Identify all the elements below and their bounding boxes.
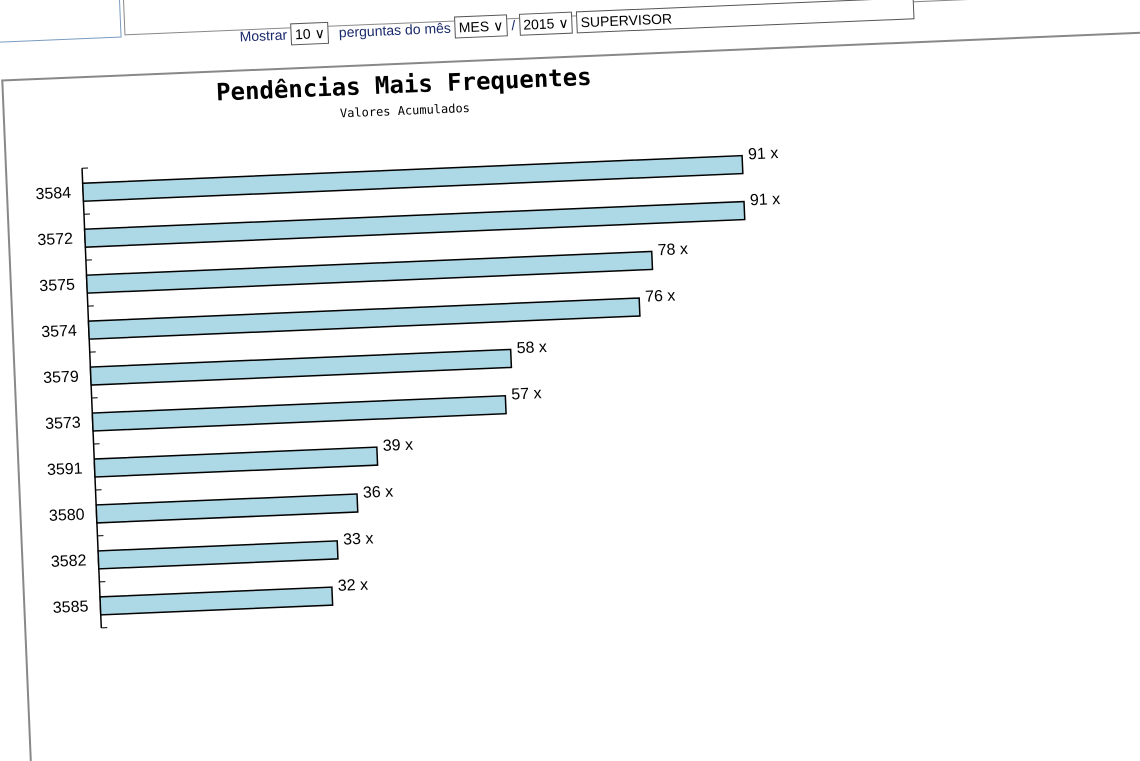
category-label: 3579	[43, 369, 79, 387]
bar	[94, 447, 377, 477]
year-select[interactable]: 2015∨	[519, 12, 573, 36]
bar	[100, 587, 333, 615]
value-label: 78 x	[657, 241, 688, 259]
category-label: 3573	[45, 415, 81, 433]
show-count-select[interactable]: 10∨	[291, 22, 330, 46]
top-input-field[interactable]	[0, 0, 122, 43]
bar	[92, 396, 506, 431]
value-label: 36 x	[363, 484, 394, 502]
show-label: Mostrar	[239, 27, 287, 45]
value-label: 57 x	[511, 385, 542, 403]
bar	[85, 202, 745, 248]
value-label: 91 x	[750, 191, 781, 209]
chart-title: Pendências Mais Frequentes	[216, 63, 593, 107]
category-label: 3591	[47, 460, 83, 478]
bar	[96, 494, 358, 523]
category-label: 3584	[35, 185, 71, 203]
bar	[98, 541, 338, 569]
value-label: 58 x	[516, 339, 547, 357]
category-label: 3574	[41, 323, 77, 341]
month-label: perguntas do mês	[339, 20, 452, 41]
chevron-down-icon: ∨	[314, 24, 325, 41]
show-count-value: 10	[295, 26, 311, 43]
bar	[88, 298, 639, 339]
role-value: SUPERVISOR	[580, 10, 672, 30]
category-label: 3585	[52, 598, 88, 616]
category-label: 3575	[39, 277, 75, 295]
value-label: 76 x	[645, 288, 676, 306]
value-label: 39 x	[382, 437, 413, 455]
bar	[87, 251, 653, 293]
chart-subtitle: Valores Acumulados	[340, 101, 471, 120]
month-select[interactable]: MES∨	[454, 14, 507, 38]
value-label: 33 x	[343, 530, 374, 548]
category-label: 3582	[51, 552, 87, 570]
chevron-down-icon: ∨	[493, 17, 504, 34]
month-value: MES	[458, 18, 489, 35]
separator: /	[511, 17, 516, 33]
chevron-down-icon: ∨	[558, 14, 569, 31]
category-label: 3572	[37, 231, 73, 249]
bar	[83, 156, 743, 202]
value-label: 32 x	[337, 577, 368, 595]
bar	[90, 349, 511, 385]
category-label: 3580	[49, 506, 85, 524]
year-value: 2015	[523, 15, 555, 32]
value-label: 91 x	[748, 145, 779, 163]
